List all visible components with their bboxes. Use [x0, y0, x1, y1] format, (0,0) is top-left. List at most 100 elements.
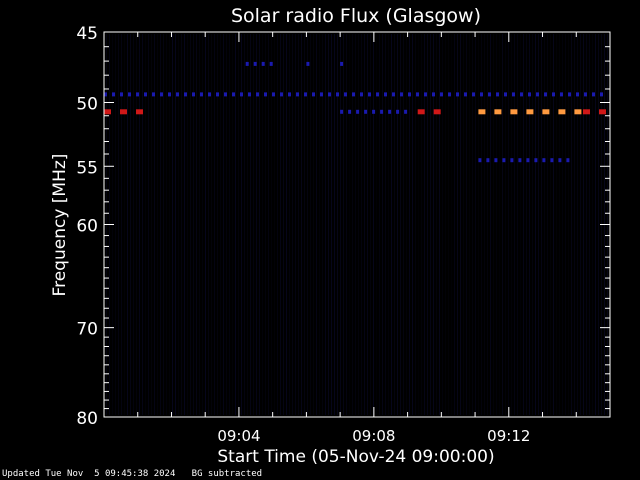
emission-cell [396, 109, 400, 114]
background-streak [406, 34, 407, 415]
background-streak [205, 34, 206, 415]
background-streak [550, 34, 551, 415]
y-tick-label: 70 [76, 320, 98, 340]
background-streak [568, 34, 569, 415]
background-streak [499, 34, 500, 415]
background-streak [466, 34, 467, 415]
background-streak [433, 34, 434, 415]
background-streak [217, 34, 218, 415]
y-tick-label: 45 [76, 24, 98, 44]
background-streak [580, 34, 581, 415]
emission-cell [552, 92, 555, 97]
emission-cell [566, 158, 570, 163]
emission-cell [192, 92, 195, 97]
background-streak [334, 34, 335, 415]
background-streak [244, 34, 245, 415]
background-streak [118, 34, 119, 415]
background-streak [358, 34, 359, 415]
background-streak [364, 34, 365, 415]
emission-cell [417, 109, 425, 115]
emission-cell [478, 158, 482, 163]
background-streak [481, 34, 482, 415]
emission-cell [136, 109, 143, 115]
background-streak [532, 34, 533, 415]
background-streak [496, 34, 497, 415]
emission-cell [224, 92, 227, 97]
background-streak [490, 34, 491, 415]
emission-cell [388, 109, 392, 114]
background-streak [274, 34, 275, 415]
background-streak [298, 34, 299, 415]
emission-bands [104, 61, 606, 163]
background-streak [361, 34, 362, 415]
emission-cell [512, 92, 515, 97]
background-streak [163, 34, 164, 415]
emission-cell [464, 92, 467, 97]
background-streak [262, 34, 263, 415]
emission-cell [269, 61, 273, 66]
background-streak [541, 34, 542, 415]
emission-cell [510, 158, 514, 163]
background-streak [250, 34, 251, 415]
background-streak [562, 34, 563, 415]
emission-cell [448, 92, 451, 97]
emission-cell [416, 92, 419, 97]
background-streak [511, 34, 512, 415]
emission-cell [256, 92, 259, 97]
background-streak [121, 34, 122, 415]
background-streak [211, 34, 212, 415]
emission-cell [392, 92, 395, 97]
emission-cell [112, 92, 115, 97]
emission-cell [264, 92, 267, 97]
background-streak [382, 34, 383, 415]
background-streak [367, 34, 368, 415]
emission-cell [200, 92, 203, 97]
background-streak [115, 34, 116, 415]
emission-cell [216, 92, 219, 97]
background-streak [271, 34, 272, 415]
emission-cell [480, 92, 483, 97]
background-streak [319, 34, 320, 415]
background-streak [328, 34, 329, 415]
emission-cell [120, 109, 127, 115]
emission-cell [340, 109, 344, 114]
emission-cell [542, 109, 550, 115]
background-streak [535, 34, 536, 415]
background-streak [190, 34, 191, 415]
background-streak [241, 34, 242, 415]
emission-cell [160, 92, 163, 97]
background-streak [463, 34, 464, 415]
background-streak [586, 34, 587, 415]
emission-cell [104, 109, 111, 115]
background-streak [145, 34, 146, 415]
plot-background [106, 34, 608, 415]
background-streak [208, 34, 209, 415]
x-axis-label: Start Time (05-Nov-24 09:00:00) [217, 447, 494, 467]
background-streak [547, 34, 548, 415]
background-streak [154, 34, 155, 415]
emission-cell [496, 92, 499, 97]
background-streak [304, 34, 305, 415]
emission-cell [253, 61, 257, 66]
emission-cell [248, 92, 251, 97]
background-streak [487, 34, 488, 415]
background-streak [373, 34, 374, 415]
emission-cell [340, 61, 344, 66]
background-streak [301, 34, 302, 415]
background-streak [127, 34, 128, 415]
emission-cell [424, 92, 427, 97]
emission-cell [304, 92, 307, 97]
background-streak [454, 34, 455, 415]
background-streak [124, 34, 125, 415]
background-streak [133, 34, 134, 415]
background-streak [196, 34, 197, 415]
background-streak [370, 34, 371, 415]
emission-cell [372, 109, 376, 114]
background-streak [400, 34, 401, 415]
emission-cell [280, 92, 283, 97]
background-streak [316, 34, 317, 415]
background-streak [139, 34, 140, 415]
emission-cell [456, 92, 459, 97]
background-streak [430, 34, 431, 415]
background-streak [520, 34, 521, 415]
